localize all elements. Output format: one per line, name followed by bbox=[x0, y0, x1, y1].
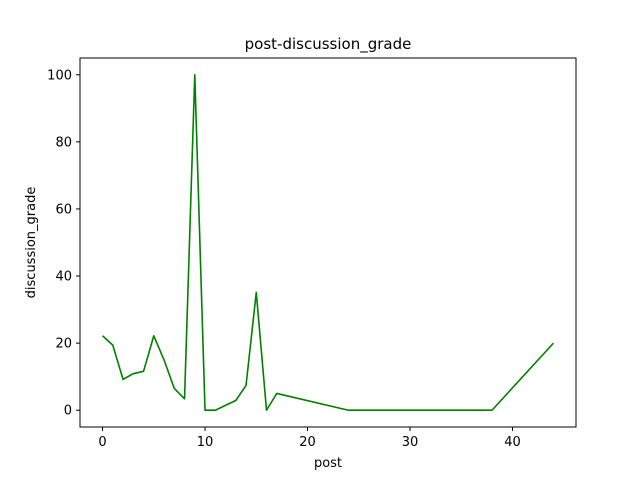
x-tick-label: 40 bbox=[504, 435, 521, 450]
y-tick-label: 100 bbox=[47, 68, 72, 83]
plot-area-frame bbox=[79, 57, 577, 428]
x-tick-label: 30 bbox=[402, 435, 419, 450]
x-tick-label: 10 bbox=[197, 435, 214, 450]
x-axis-label: post bbox=[314, 456, 342, 471]
y-tick-label: 80 bbox=[55, 135, 72, 150]
y-tick-label: 40 bbox=[55, 270, 72, 285]
series-layer bbox=[102, 73, 555, 412]
series-line-0 bbox=[102, 73, 555, 412]
y-tick-label: 60 bbox=[55, 202, 72, 217]
y-tick-label: 20 bbox=[55, 337, 72, 352]
x-axis-ticks: 0 10 20 30 40 bbox=[98, 427, 521, 450]
x-tick-label: 0 bbox=[98, 435, 106, 450]
y-axis-label: discussion_grade bbox=[24, 187, 39, 299]
x-tick-label: 20 bbox=[299, 435, 316, 450]
y-axis-ticks: 0 20 40 60 80 100 bbox=[47, 68, 80, 419]
y-tick-label: 0 bbox=[64, 404, 72, 419]
chart-title: post-discussion_grade bbox=[245, 35, 412, 54]
